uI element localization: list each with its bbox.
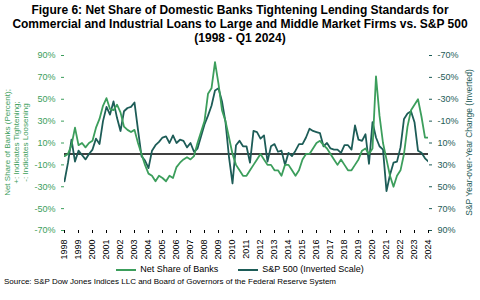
svg-text:30%: 30% xyxy=(438,160,456,170)
svg-text:2005: 2005 xyxy=(157,240,167,260)
svg-text:2001: 2001 xyxy=(101,240,111,260)
svg-text:70%: 70% xyxy=(37,72,55,82)
svg-text:2012: 2012 xyxy=(255,240,265,260)
svg-text:2015: 2015 xyxy=(297,240,307,260)
svg-text:50%: 50% xyxy=(438,182,456,192)
html-text:Net Share of Banks: Net Share of Banks xyxy=(140,264,219,274)
svg-text:2014: 2014 xyxy=(283,240,293,260)
svg-text:2023: 2023 xyxy=(409,240,419,260)
svg-text:2008: 2008 xyxy=(199,240,209,260)
svg-text:2016: 2016 xyxy=(311,240,321,260)
svg-text:2007: 2007 xyxy=(185,240,195,260)
svg-text:2013: 2013 xyxy=(269,240,279,260)
svg-text:-10%: -10% xyxy=(34,160,55,170)
svg-text:2017: 2017 xyxy=(325,240,335,260)
svg-text:Net Share of Banks (Percent);+: Net Share of Banks (Percent);+: Indicate… xyxy=(3,89,30,196)
svg-text:2010: 2010 xyxy=(227,240,237,260)
svg-text:-50%: -50% xyxy=(438,72,459,82)
svg-text:-50%: -50% xyxy=(34,204,55,214)
html-text:Figure 6: Net Share of Domesti: Figure 6: Net Share of Domestic Banks Ti… xyxy=(12,3,468,45)
svg-text:-70%: -70% xyxy=(34,225,55,235)
svg-text:2004: 2004 xyxy=(143,240,153,260)
svg-text:30%: 30% xyxy=(37,116,55,126)
html-text:S&P 500 (Inverted Scale): S&P 500 (Inverted Scale) xyxy=(262,264,364,274)
svg-text:2021: 2021 xyxy=(381,240,391,260)
svg-text:2009: 2009 xyxy=(213,240,223,260)
svg-text:10%: 10% xyxy=(438,138,456,148)
svg-text:2003: 2003 xyxy=(129,240,139,260)
svg-text:2011: 2011 xyxy=(241,240,251,259)
svg-text:2018: 2018 xyxy=(339,240,349,260)
svg-text:2024: 2024 xyxy=(423,240,433,260)
svg-text:-30%: -30% xyxy=(438,94,459,104)
svg-text:1998: 1998 xyxy=(59,240,69,260)
svg-text:2006: 2006 xyxy=(171,240,181,260)
svg-text:90%: 90% xyxy=(37,50,55,60)
svg-text:-70%: -70% xyxy=(438,50,459,60)
svg-text:90%: 90% xyxy=(438,225,456,235)
svg-text:1999: 1999 xyxy=(73,240,83,260)
svg-text:2000: 2000 xyxy=(87,240,97,260)
svg-text:2022: 2022 xyxy=(395,240,405,260)
svg-text:10%: 10% xyxy=(37,138,55,148)
svg-text:2019: 2019 xyxy=(353,240,363,260)
svg-text:50%: 50% xyxy=(37,94,55,104)
svg-text:-30%: -30% xyxy=(34,182,55,192)
svg-text:2020: 2020 xyxy=(367,240,377,260)
html-text:Source: S&P Dow Jones Indices: Source: S&P Dow Jones Indices LLC and Bo… xyxy=(4,277,336,286)
svg-text:S&P Year-over-Year Change (Inv: S&P Year-over-Year Change (Inverted) xyxy=(464,69,474,216)
svg-text:2002: 2002 xyxy=(115,240,125,260)
svg-text:70%: 70% xyxy=(438,204,456,214)
svg-text:-10%: -10% xyxy=(438,116,459,126)
